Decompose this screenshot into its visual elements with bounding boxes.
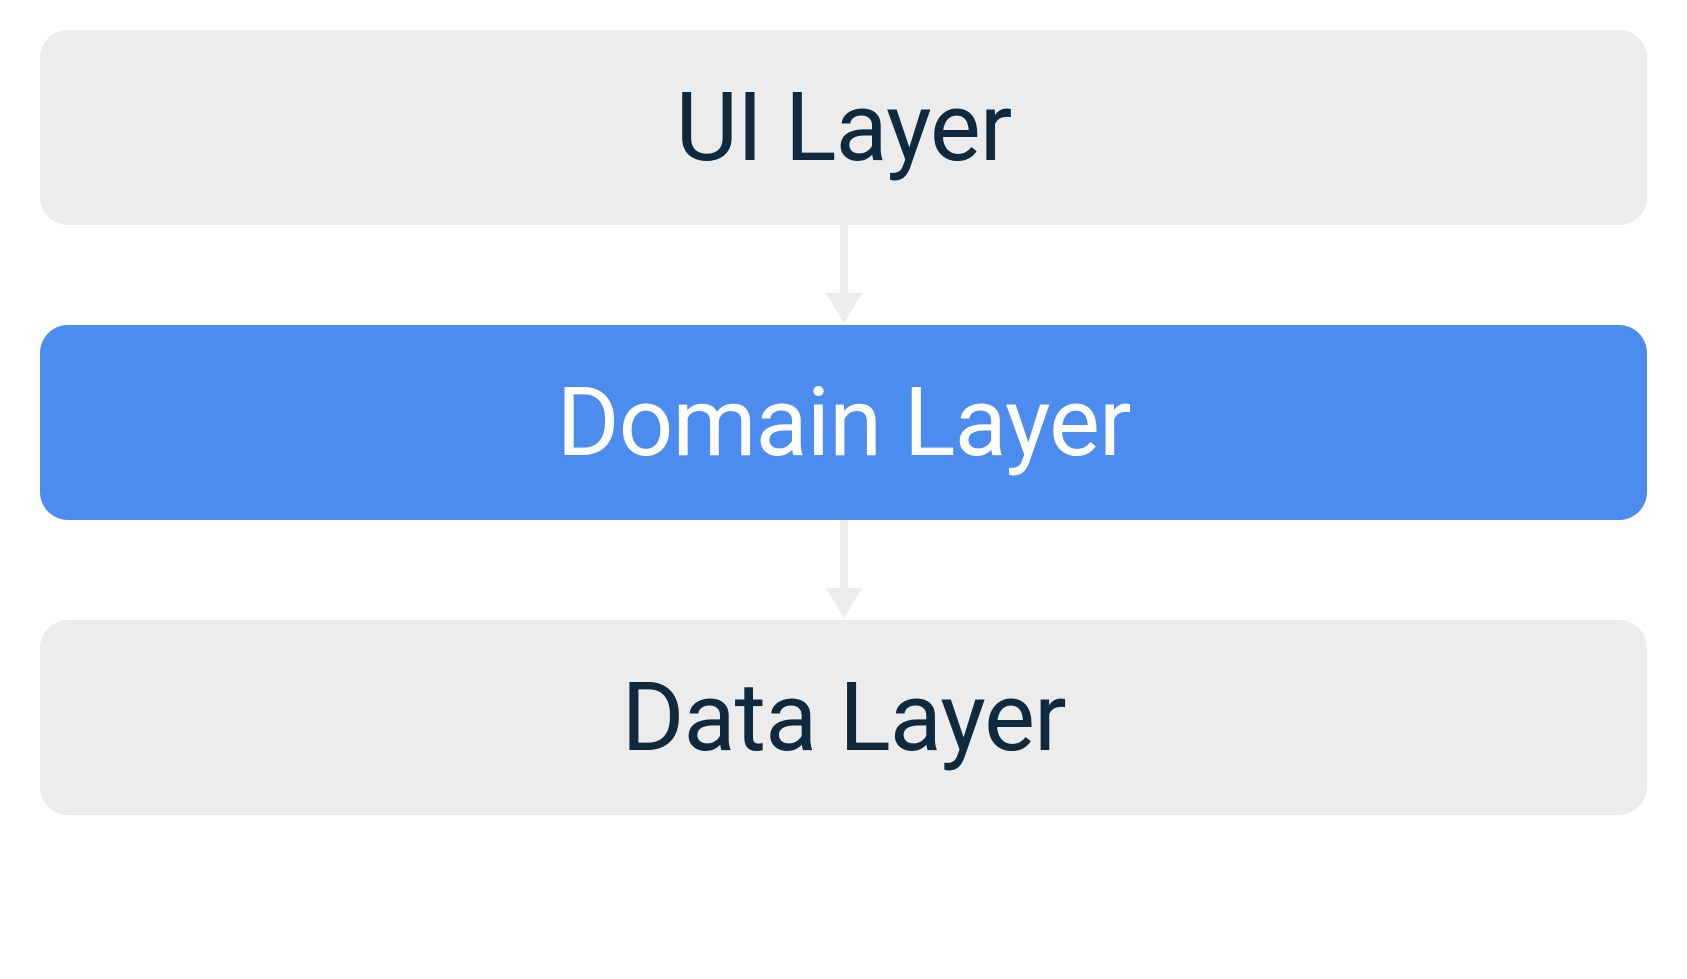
ui-layer-node: UI Layer	[40, 30, 1647, 225]
data-layer-node: Data Layer	[40, 620, 1647, 815]
arrow-down-icon	[814, 520, 874, 620]
domain-layer-node: Domain Layer	[40, 325, 1647, 520]
arrow-down-icon	[814, 225, 874, 325]
arrow-ui-to-domain	[814, 225, 874, 325]
arrow-domain-to-data	[814, 520, 874, 620]
